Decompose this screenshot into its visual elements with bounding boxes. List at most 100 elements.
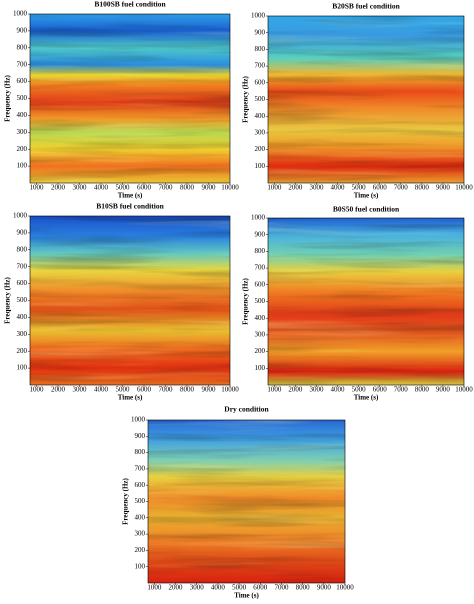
y-tick-label: 500 [255, 297, 266, 305]
y-tick-label: 900 [255, 28, 266, 36]
x-tick-label: 2000 [169, 584, 184, 592]
x-axis-label: Time (s) [354, 394, 379, 402]
y-tick-label: 300 [17, 330, 28, 338]
x-tick-label: 3000 [190, 584, 205, 592]
x-tick-label: 9000 [317, 584, 332, 592]
y-tick-label: 100 [17, 364, 28, 372]
x-tick-label: 7000 [158, 386, 173, 394]
panel-title: B20SB fuel condition [332, 2, 400, 11]
x-tick-label: 6000 [253, 584, 268, 592]
x-axis-label: Time (s) [354, 192, 379, 200]
x-tick-label: 10000 [455, 184, 473, 192]
x-tick-label: 6000 [373, 386, 388, 394]
y-tick-label: 1000 [13, 10, 28, 18]
x-tick-label: 5000 [115, 184, 130, 192]
y-tick-label: 100 [255, 364, 266, 372]
y-tick-label: 800 [255, 45, 266, 53]
x-tick-label: 4000 [94, 184, 109, 192]
x-tick-label: 9000 [436, 184, 451, 192]
panel-title: B100SB fuel condition [94, 0, 166, 9]
y-tick-label: 500 [17, 296, 28, 304]
y-tick-label: 400 [135, 513, 146, 521]
x-axis-label: Time (s) [118, 394, 143, 402]
x-tick-label: 2000 [51, 184, 66, 192]
x-axis-label: Time (s) [234, 592, 259, 600]
y-axis-label: Frequency (Hz) [242, 75, 250, 122]
spectrogram-texture [268, 16, 464, 183]
y-axis-label: Frequency (Hz) [4, 276, 12, 323]
x-tick-label: 8000 [180, 386, 195, 394]
x-tick-label: 10000 [336, 584, 354, 592]
y-tick-label: 800 [17, 43, 28, 51]
y-tick-label: 700 [255, 62, 266, 70]
x-tick-label: 10000 [221, 386, 239, 394]
x-tick-label: 9000 [436, 386, 451, 394]
x-tick-label: 4000 [94, 386, 109, 394]
y-tick-label: 800 [135, 448, 146, 456]
x-tick-label: 1000 [29, 386, 44, 394]
y-tick-label: 400 [17, 313, 28, 321]
x-tick-label: 1000 [267, 184, 282, 192]
y-tick-label: 200 [255, 347, 266, 355]
x-tick-label: 7000 [274, 584, 289, 592]
y-tick-label: 300 [135, 530, 146, 538]
x-tick-label: 10000 [455, 386, 473, 394]
y-tick-label: 100 [17, 162, 28, 170]
y-tick-label: 300 [255, 331, 266, 339]
x-tick-label: 8000 [415, 184, 430, 192]
x-tick-label: 4000 [211, 584, 226, 592]
panel-title: B10SB fuel condition [96, 202, 164, 211]
x-tick-label: 6000 [137, 386, 152, 394]
x-axis-label: Time (s) [118, 192, 143, 200]
y-tick-label: 600 [255, 280, 266, 288]
y-tick-label: 600 [17, 279, 28, 287]
y-tick-label: 600 [255, 78, 266, 86]
spectrogram-texture [30, 14, 230, 183]
y-axis-label: Frequency (Hz) [122, 477, 130, 524]
x-tick-label: 3000 [309, 184, 324, 192]
y-tick-label: 700 [17, 60, 28, 68]
x-tick-label: 3000 [72, 184, 87, 192]
x-tick-label: 7000 [158, 184, 173, 192]
spectrogram-texture [268, 218, 464, 385]
x-tick-label: 1000 [147, 584, 162, 592]
y-tick-label: 600 [17, 77, 28, 85]
x-tick-label: 1000 [267, 386, 282, 394]
x-tick-label: 9000 [201, 184, 216, 192]
y-tick-label: 1000 [13, 212, 28, 220]
y-tick-label: 300 [255, 129, 266, 137]
x-tick-label: 10000 [221, 184, 239, 192]
y-tick-label: 700 [255, 264, 266, 272]
x-tick-label: 3000 [72, 386, 87, 394]
x-tick-label: 6000 [373, 184, 388, 192]
x-tick-label: 2000 [288, 386, 303, 394]
y-tick-label: 500 [135, 497, 146, 505]
x-tick-label: 8000 [180, 184, 195, 192]
y-tick-label: 500 [17, 94, 28, 102]
x-tick-label: 6000 [137, 184, 152, 192]
spectrogram-texture [30, 216, 230, 385]
x-tick-label: 1000 [29, 184, 44, 192]
x-tick-label: 5000 [232, 584, 247, 592]
y-tick-label: 1000 [251, 214, 266, 222]
y-tick-label: 100 [135, 562, 146, 570]
y-tick-label: 300 [17, 128, 28, 136]
x-tick-label: 7000 [394, 386, 409, 394]
x-tick-label: 8000 [415, 386, 430, 394]
y-tick-label: 100 [255, 162, 266, 170]
x-tick-label: 2000 [51, 386, 66, 394]
x-tick-label: 9000 [201, 386, 216, 394]
y-tick-label: 400 [255, 112, 266, 120]
y-tick-label: 400 [17, 111, 28, 119]
y-tick-label: 900 [135, 432, 146, 440]
y-tick-label: 700 [17, 262, 28, 270]
y-tick-label: 200 [17, 347, 28, 355]
x-tick-label: 5000 [115, 386, 130, 394]
x-tick-label: 4000 [331, 386, 346, 394]
x-tick-label: 5000 [352, 184, 367, 192]
x-tick-label: 3000 [309, 386, 324, 394]
y-tick-label: 900 [17, 27, 28, 35]
y-tick-label: 600 [135, 481, 146, 489]
y-axis-label: Frequency (Hz) [4, 74, 12, 121]
